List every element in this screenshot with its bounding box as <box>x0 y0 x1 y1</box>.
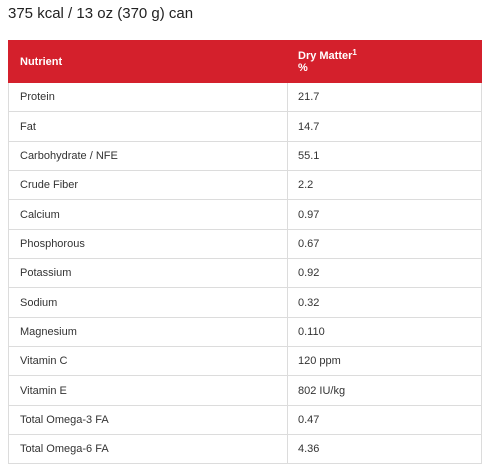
header-nutrient: Nutrient <box>8 40 288 83</box>
table-row: Vitamin E 802 IU/kg <box>8 375 482 406</box>
nutrient-value: 0.97 <box>287 199 482 230</box>
table-row: Calcium 0.97 <box>8 199 482 230</box>
nutrient-value: 55.1 <box>287 140 482 172</box>
nutrient-value: 802 IU/kg <box>287 375 482 406</box>
nutrient-name: Total Omega-6 FA <box>8 434 288 465</box>
nutrient-value: 0.47 <box>287 404 482 436</box>
page-heading: 375 kcal / 13 oz (370 g) can <box>8 5 194 22</box>
nutrient-name: Phosphorous <box>8 228 288 260</box>
table-body: Protein 21.7 Fat 14.7 Carbohydrate / NFE… <box>8 81 482 465</box>
table-row: Total Omega-3 FA 0.47 <box>8 404 482 436</box>
table-row: Vitamin C 120 ppm <box>8 346 482 377</box>
nutrient-table: Nutrient Dry Matter1% Protein 21.7 Fat 1… <box>8 40 482 465</box>
nutrient-value: 0.32 <box>287 287 482 318</box>
table-row: Sodium 0.32 <box>8 287 482 318</box>
header-dry-matter-unit: % <box>298 61 308 74</box>
table-row: Phosphorous 0.67 <box>8 228 482 260</box>
table-row: Crude Fiber 2.2 <box>8 170 482 201</box>
nutrient-value: 0.110 <box>287 316 482 348</box>
table-row: Protein 21.7 <box>8 81 482 113</box>
nutrient-name: Magnesium <box>8 316 288 348</box>
nutrient-value: 21.7 <box>287 81 482 113</box>
nutrient-name: Carbohydrate / NFE <box>8 140 288 172</box>
nutrient-value: 4.36 <box>287 434 482 465</box>
header-dry-matter-label: Dry Matter <box>298 49 353 62</box>
nutrient-value: 0.67 <box>287 228 482 260</box>
header-row: Nutrient Dry Matter1% <box>8 40 482 83</box>
nutrient-name: Potassium <box>8 258 288 289</box>
table-header: Nutrient Dry Matter1% <box>8 40 482 83</box>
nutrient-name: Vitamin E <box>8 375 288 406</box>
nutrient-name: Sodium <box>8 287 288 318</box>
nutrient-name: Total Omega-3 FA <box>8 404 288 436</box>
nutrient-name: Calcium <box>8 199 288 230</box>
table-row: Fat 14.7 <box>8 111 482 142</box>
nutrient-name: Crude Fiber <box>8 170 288 201</box>
table-row: Potassium 0.92 <box>8 258 482 289</box>
nutrient-name: Protein <box>8 81 288 113</box>
nutrient-value: 14.7 <box>287 111 482 142</box>
nutrient-name: Vitamin C <box>8 346 288 377</box>
nutrient-value: 120 ppm <box>287 346 482 377</box>
nutrient-value: 2.2 <box>287 170 482 201</box>
table-row: Magnesium 0.110 <box>8 316 482 348</box>
nutrient-name: Fat <box>8 111 288 142</box>
table-row: Total Omega-6 FA 4.36 <box>8 434 482 465</box>
nutrient-value: 0.92 <box>287 258 482 289</box>
header-dry-matter: Dry Matter1% <box>287 40 482 83</box>
footnote-marker: 1 <box>352 47 357 57</box>
table-row: Carbohydrate / NFE 55.1 <box>8 140 482 172</box>
